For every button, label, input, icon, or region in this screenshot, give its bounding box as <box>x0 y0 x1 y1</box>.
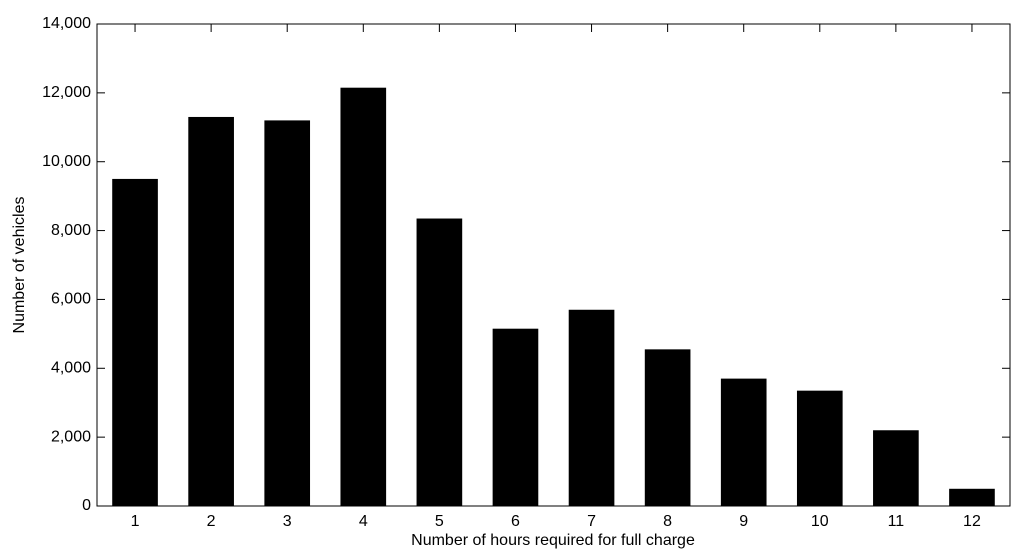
bar <box>873 430 919 506</box>
bar <box>264 120 311 507</box>
plot-frame <box>96 23 1011 507</box>
x-tick-label: 2 <box>207 513 216 530</box>
x-tick-label: 4 <box>359 513 368 530</box>
y-tick-label: 6,000 <box>51 291 91 308</box>
bar <box>188 116 234 506</box>
x-tick-label: 9 <box>739 513 748 530</box>
x-tick-label: 10 <box>811 513 829 530</box>
y-tick-label: 12,000 <box>42 84 91 101</box>
bar <box>416 218 463 506</box>
x-tick-label: 6 <box>511 513 520 530</box>
bar <box>340 87 387 506</box>
y-tick-label: 10,000 <box>42 153 91 170</box>
bar <box>568 309 615 506</box>
bar <box>644 349 691 506</box>
y-tick-label: 14,000 <box>42 15 91 32</box>
y-tick-label: 0 <box>82 497 91 514</box>
x-tick-label: 8 <box>663 513 672 530</box>
y-tick-label: 2,000 <box>51 428 91 445</box>
y-tick-label: 4,000 <box>51 360 91 377</box>
bar <box>949 488 995 506</box>
bar <box>720 378 767 506</box>
x-tick-label: 11 <box>888 513 905 530</box>
x-tick-label: 1 <box>131 513 140 530</box>
bar <box>492 328 539 506</box>
bar <box>112 178 158 506</box>
y-tick-label: 8,000 <box>51 222 91 239</box>
y-axis-label: Number of vehicles <box>11 197 28 334</box>
x-axis-label: Number of hours required for full charge <box>411 532 695 549</box>
x-tick-label: 12 <box>963 513 981 530</box>
x-tick-label: 5 <box>435 513 444 530</box>
bar <box>796 390 843 506</box>
x-tick-label: 3 <box>283 513 292 530</box>
x-tick-label: 7 <box>587 513 596 530</box>
